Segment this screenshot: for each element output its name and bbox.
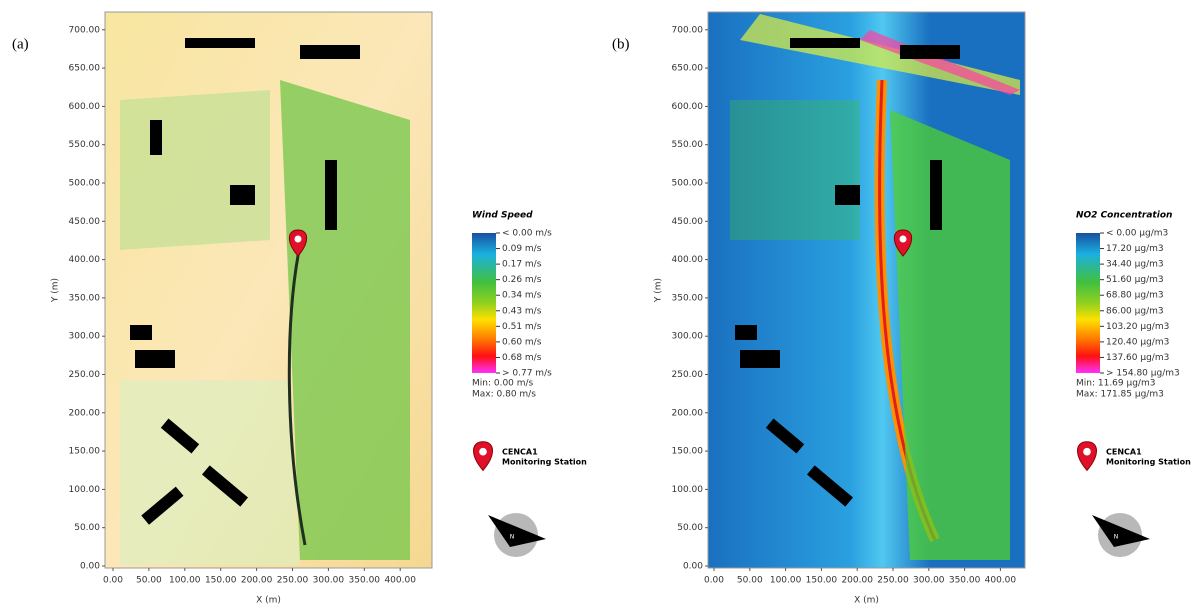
colorbar-label: 0.34 m/s	[502, 291, 542, 301]
figure: (a)0.0050.00100.00150.00200.00250.00300.…	[0, 0, 1191, 609]
colorbar-label: 51.60 µg/m3	[1106, 275, 1164, 285]
y-axis-label: Y (m)	[654, 278, 664, 303]
station-pin	[1078, 442, 1097, 471]
y-tick-label: 400.00	[672, 255, 704, 265]
x-tick-label: 400.00	[384, 576, 416, 586]
legend-title: NO2 Concentration	[1076, 211, 1172, 221]
y-tick-label: 0.00	[683, 562, 703, 572]
y-tick-label: 600.00	[672, 102, 704, 112]
y-tick-label: 600.00	[69, 102, 101, 112]
y-tick-label: 0.00	[80, 562, 100, 572]
compass-label: N	[1114, 534, 1119, 541]
y-tick-label: 250.00	[672, 370, 704, 380]
colorbar-label: < 0.00 m/s	[502, 229, 552, 239]
station-pin-dot	[1083, 448, 1091, 456]
y-tick-label: 250.00	[69, 370, 101, 380]
colorbar-label: 0.26 m/s	[502, 275, 542, 285]
y-tick-label: 300.00	[672, 332, 704, 342]
x-tick-label: 50.00	[737, 576, 763, 586]
x-tick-label: 100.00	[770, 576, 802, 586]
colorbar-label: 0.09 m/s	[502, 244, 542, 254]
y-tick-label: 550.00	[672, 140, 704, 150]
x-axis-label: X (m)	[854, 596, 879, 606]
x-tick-label: 150.00	[205, 576, 237, 586]
colorbar-label: 0.60 m/s	[502, 337, 542, 347]
map-b	[708, 12, 1025, 568]
y-tick-label: 500.00	[672, 179, 704, 189]
x-tick-label: 350.00	[949, 576, 981, 586]
colorbar-label: 0.43 m/s	[502, 306, 542, 316]
legend-max: Max: 171.85 µg/m3	[1076, 390, 1164, 400]
y-tick-label: 200.00	[672, 408, 704, 418]
y-axis-label: Y (m)	[51, 278, 61, 303]
y-tick-label: 550.00	[69, 140, 101, 150]
legend-max: Max: 0.80 m/s	[472, 390, 536, 400]
station-pin	[474, 442, 493, 471]
compass-label: N	[510, 534, 515, 541]
colorbar-label: > 154.80 µg/m3	[1106, 369, 1180, 379]
station-pin-dot	[295, 236, 302, 243]
colorbar	[472, 233, 496, 373]
x-tick-label: 100.00	[169, 576, 201, 586]
y-tick-label: 150.00	[69, 447, 101, 457]
station-pin-dot	[479, 448, 487, 456]
colorbar-label: 86.00 µg/m3	[1106, 306, 1164, 316]
x-tick-label: 250.00	[877, 576, 909, 586]
panel-label: (b)	[612, 36, 630, 52]
colorbar-label: < 0.00 µg/m3	[1106, 229, 1168, 239]
station-pin-dot	[900, 236, 907, 243]
x-tick-label: 150.00	[806, 576, 838, 586]
x-tick-label: 250.00	[277, 576, 309, 586]
y-tick-label: 350.00	[672, 293, 704, 303]
colorbar	[1076, 233, 1100, 373]
y-tick-label: 700.00	[69, 25, 101, 35]
y-tick-label: 450.00	[69, 217, 101, 227]
x-tick-label: 400.00	[985, 576, 1017, 586]
station-type: Monitoring Station	[502, 458, 587, 467]
legend-min: Min: 0.00 m/s	[472, 379, 534, 389]
y-tick-label: 350.00	[69, 293, 101, 303]
legend-min: Min: 11.69 µg/m3	[1076, 379, 1155, 389]
colorbar-label: 0.68 m/s	[502, 353, 542, 363]
y-tick-label: 100.00	[672, 485, 704, 495]
y-tick-label: 150.00	[672, 447, 704, 457]
x-tick-label: 200.00	[841, 576, 873, 586]
y-tick-label: 650.00	[69, 64, 101, 74]
colorbar-label: 103.20 µg/m3	[1106, 322, 1169, 332]
panel-label: (a)	[12, 36, 29, 52]
station-type: Monitoring Station	[1106, 458, 1191, 467]
colorbar-label: 68.80 µg/m3	[1106, 291, 1164, 301]
x-tick-label: 200.00	[241, 576, 273, 586]
station-name: CENCA1	[1106, 448, 1142, 457]
map-a	[105, 12, 432, 568]
station-name: CENCA1	[502, 448, 538, 457]
colorbar-label: 0.17 m/s	[502, 260, 542, 270]
y-tick-label: 200.00	[69, 408, 101, 418]
y-tick-label: 650.00	[672, 64, 704, 74]
x-axis-label: X (m)	[256, 596, 281, 606]
y-tick-label: 450.00	[672, 217, 704, 227]
colorbar-label: 34.40 µg/m3	[1106, 260, 1164, 270]
y-tick-label: 500.00	[69, 179, 101, 189]
colorbar-label: 0.51 m/s	[502, 322, 542, 332]
x-tick-label: 50.00	[136, 576, 162, 586]
x-tick-label: 0.00	[704, 576, 724, 586]
x-tick-label: 300.00	[313, 576, 345, 586]
colorbar-label: 120.40 µg/m3	[1106, 337, 1169, 347]
x-tick-label: 350.00	[349, 576, 381, 586]
y-tick-label: 400.00	[69, 255, 101, 265]
colorbar-label: 137.60 µg/m3	[1106, 353, 1169, 363]
colorbar-label: > 0.77 m/s	[502, 369, 552, 379]
x-tick-label: 0.00	[103, 576, 123, 586]
y-tick-label: 300.00	[69, 332, 101, 342]
colorbar-label: 17.20 µg/m3	[1106, 244, 1164, 254]
y-tick-label: 50.00	[74, 523, 100, 533]
x-tick-label: 300.00	[913, 576, 945, 586]
y-tick-label: 100.00	[69, 485, 101, 495]
y-tick-label: 50.00	[677, 523, 703, 533]
y-tick-label: 700.00	[672, 25, 704, 35]
legend-title: Wind Speed	[472, 211, 533, 221]
